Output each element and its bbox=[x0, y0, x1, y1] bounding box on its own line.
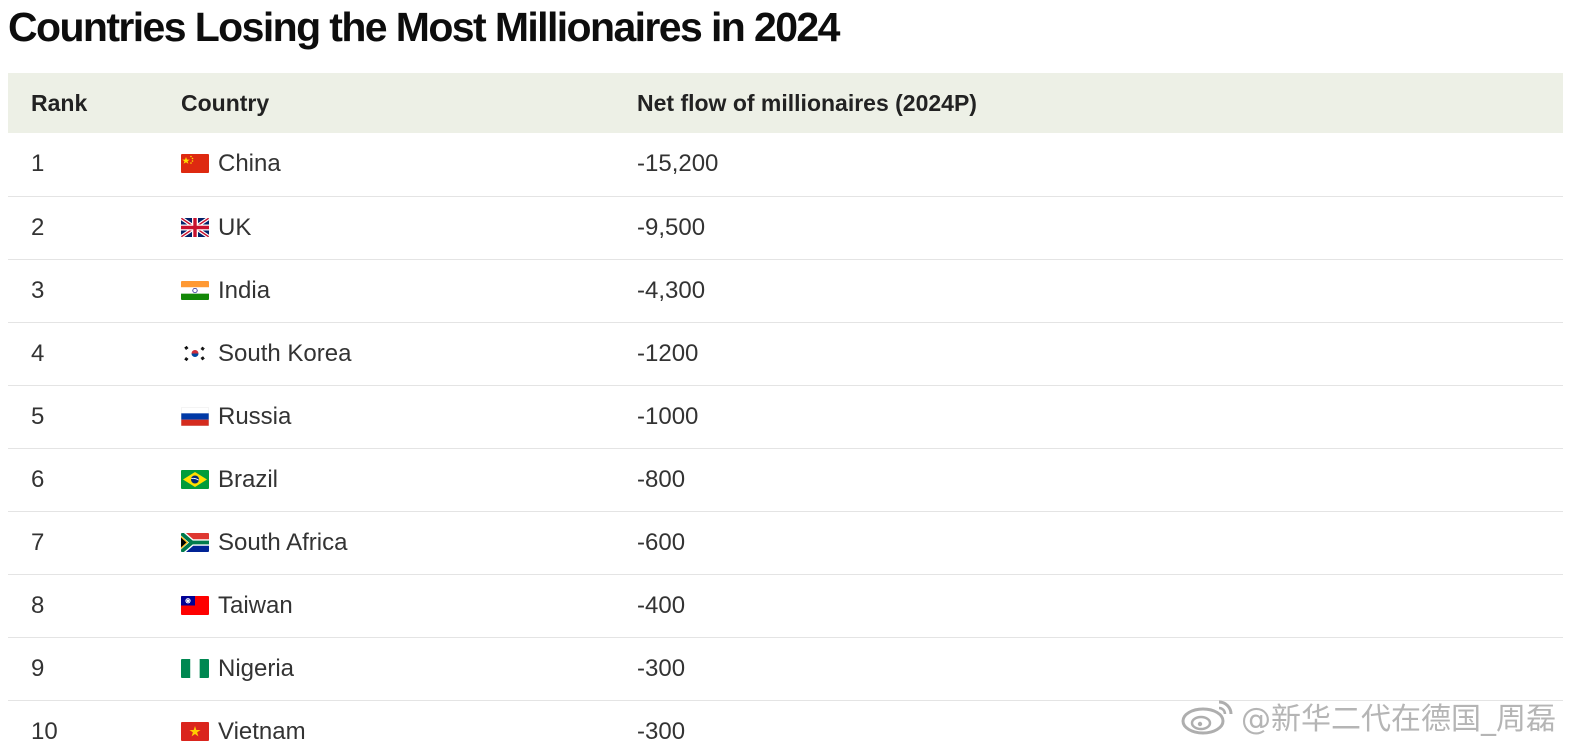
net-flow-cell: -1000 bbox=[637, 402, 699, 430]
table-row: 7 South Africa -600 bbox=[8, 511, 1563, 574]
country-cell: Taiwan bbox=[158, 574, 614, 637]
rank-cell: 6 bbox=[31, 465, 45, 493]
rank-cell: 4 bbox=[31, 339, 45, 367]
uk-flag-icon bbox=[181, 217, 209, 237]
india-flag-icon bbox=[181, 280, 209, 300]
watermark-text: @新华二代在德国_周磊 bbox=[1241, 702, 1556, 737]
brazil-flag-icon bbox=[181, 469, 209, 489]
net-flow-cell: -300 bbox=[637, 654, 686, 682]
nigeria-flag-icon bbox=[181, 658, 209, 678]
table-header-row: Rank Country Net flow of millionaires (2… bbox=[8, 73, 1563, 133]
table-row: 1 China -15,200 bbox=[8, 133, 1563, 196]
country-cell: Brazil bbox=[158, 448, 614, 511]
net-flow-cell: -15,200 bbox=[637, 150, 719, 178]
rank-cell: 10 bbox=[31, 717, 58, 745]
rank-cell: 7 bbox=[31, 528, 45, 556]
russia-flag-icon bbox=[181, 406, 209, 426]
country-cell: Russia bbox=[158, 385, 614, 448]
net-flow-cell: -4,300 bbox=[637, 276, 706, 304]
net-flow-cell: -1200 bbox=[637, 339, 699, 367]
country-name: South Africa bbox=[218, 528, 348, 556]
table-row: 8 Taiwan -400 bbox=[8, 574, 1563, 637]
country-name: Brazil bbox=[218, 465, 279, 493]
column-header-country: Country bbox=[181, 89, 270, 116]
country-cell: UK bbox=[158, 196, 614, 259]
rank-cell: 3 bbox=[31, 276, 45, 304]
country-cell: Nigeria bbox=[158, 637, 614, 700]
country-name: UK bbox=[218, 213, 252, 241]
rank-cell: 2 bbox=[31, 213, 45, 241]
net-flow-cell: -9,500 bbox=[637, 213, 706, 241]
net-flow-cell: -600 bbox=[637, 528, 686, 556]
column-header-rank: Rank bbox=[31, 89, 88, 116]
table-row: 9 Nigeria -300 bbox=[8, 637, 1563, 700]
country-name: Vietnam bbox=[218, 717, 306, 745]
country-name: South Korea bbox=[218, 339, 352, 367]
millionaire-outflow-table: Rank Country Net flow of millionaires (2… bbox=[8, 73, 1563, 752]
net-flow-cell: -800 bbox=[637, 465, 686, 493]
country-name: Russia bbox=[218, 402, 292, 430]
country-name: Taiwan bbox=[218, 591, 293, 619]
country-cell: South Korea bbox=[158, 322, 614, 385]
table-row: 6 Brazil -800 bbox=[8, 448, 1563, 511]
column-header-net-flow: Net flow of millionaires (2024P) bbox=[637, 89, 977, 116]
table-row: 3 India -4,300 bbox=[8, 259, 1563, 322]
table-row: 4 South Korea -1200 bbox=[8, 322, 1563, 385]
country-cell: India bbox=[158, 259, 614, 322]
rank-cell: 1 bbox=[31, 150, 45, 178]
south-korea-flag-icon bbox=[181, 343, 209, 363]
vietnam-flag-icon bbox=[181, 721, 209, 741]
weibo-watermark: @新华二代在德国_周磊 bbox=[1179, 694, 1556, 738]
net-flow-cell: -300 bbox=[637, 717, 686, 745]
country-cell: China bbox=[158, 133, 614, 196]
country-cell: Vietnam bbox=[158, 700, 614, 752]
net-flow-cell: -400 bbox=[637, 591, 686, 619]
rank-cell: 5 bbox=[31, 402, 45, 430]
table-row: 5 Russia -1000 bbox=[8, 385, 1563, 448]
country-name: Nigeria bbox=[218, 654, 295, 682]
table-row: 2 UK -9,500 bbox=[8, 196, 1563, 259]
rank-cell: 9 bbox=[31, 654, 45, 682]
china-flag-icon bbox=[181, 154, 209, 174]
page-title: Countries Losing the Most Millionaires i… bbox=[8, 4, 840, 50]
table-body: 1 China -15,200 2 UK -9,500 3 India bbox=[8, 133, 1563, 752]
weibo-logo-icon bbox=[1181, 700, 1233, 735]
country-cell: South Africa bbox=[158, 511, 614, 574]
taiwan-flag-icon bbox=[181, 595, 209, 615]
south-africa-flag-icon bbox=[181, 532, 209, 552]
table-row: 10 Vietnam -300 bbox=[8, 700, 1563, 752]
rank-cell: 8 bbox=[31, 591, 45, 619]
country-name: China bbox=[218, 150, 281, 178]
country-name: India bbox=[218, 276, 271, 304]
